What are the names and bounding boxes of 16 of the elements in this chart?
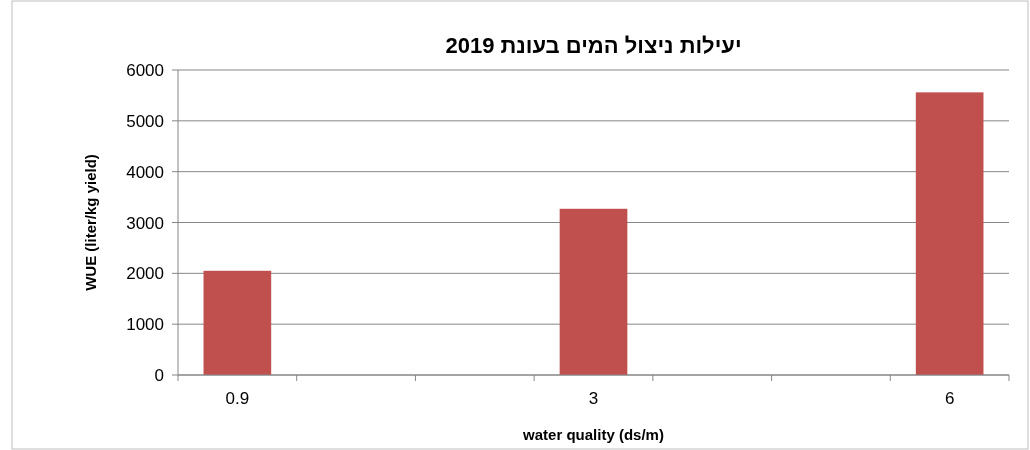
y-tick-label: 5000 [126,111,164,131]
x-axis-title: water quality (ds/m) [522,426,664,443]
x-tick-label: 0.9 [225,389,250,408]
bar [203,270,272,375]
bar [559,208,628,375]
y-tick-label: 1000 [126,315,164,335]
y-tick-label: 3000 [126,213,164,233]
bar [915,92,984,375]
y-axis-title: WUE (liter/kg yield) [82,154,99,291]
y-tick-label: 6000 [126,61,164,80]
y-tick-label: 0 [154,366,164,385]
x-tick-label: 6 [944,389,955,408]
x-tick-label: 3 [588,389,599,408]
y-tick-label: 4000 [126,162,164,182]
y-tick-label: 2000 [126,264,164,284]
chart-title: יעילות ניצול המים בעונת 2019 [445,33,742,58]
